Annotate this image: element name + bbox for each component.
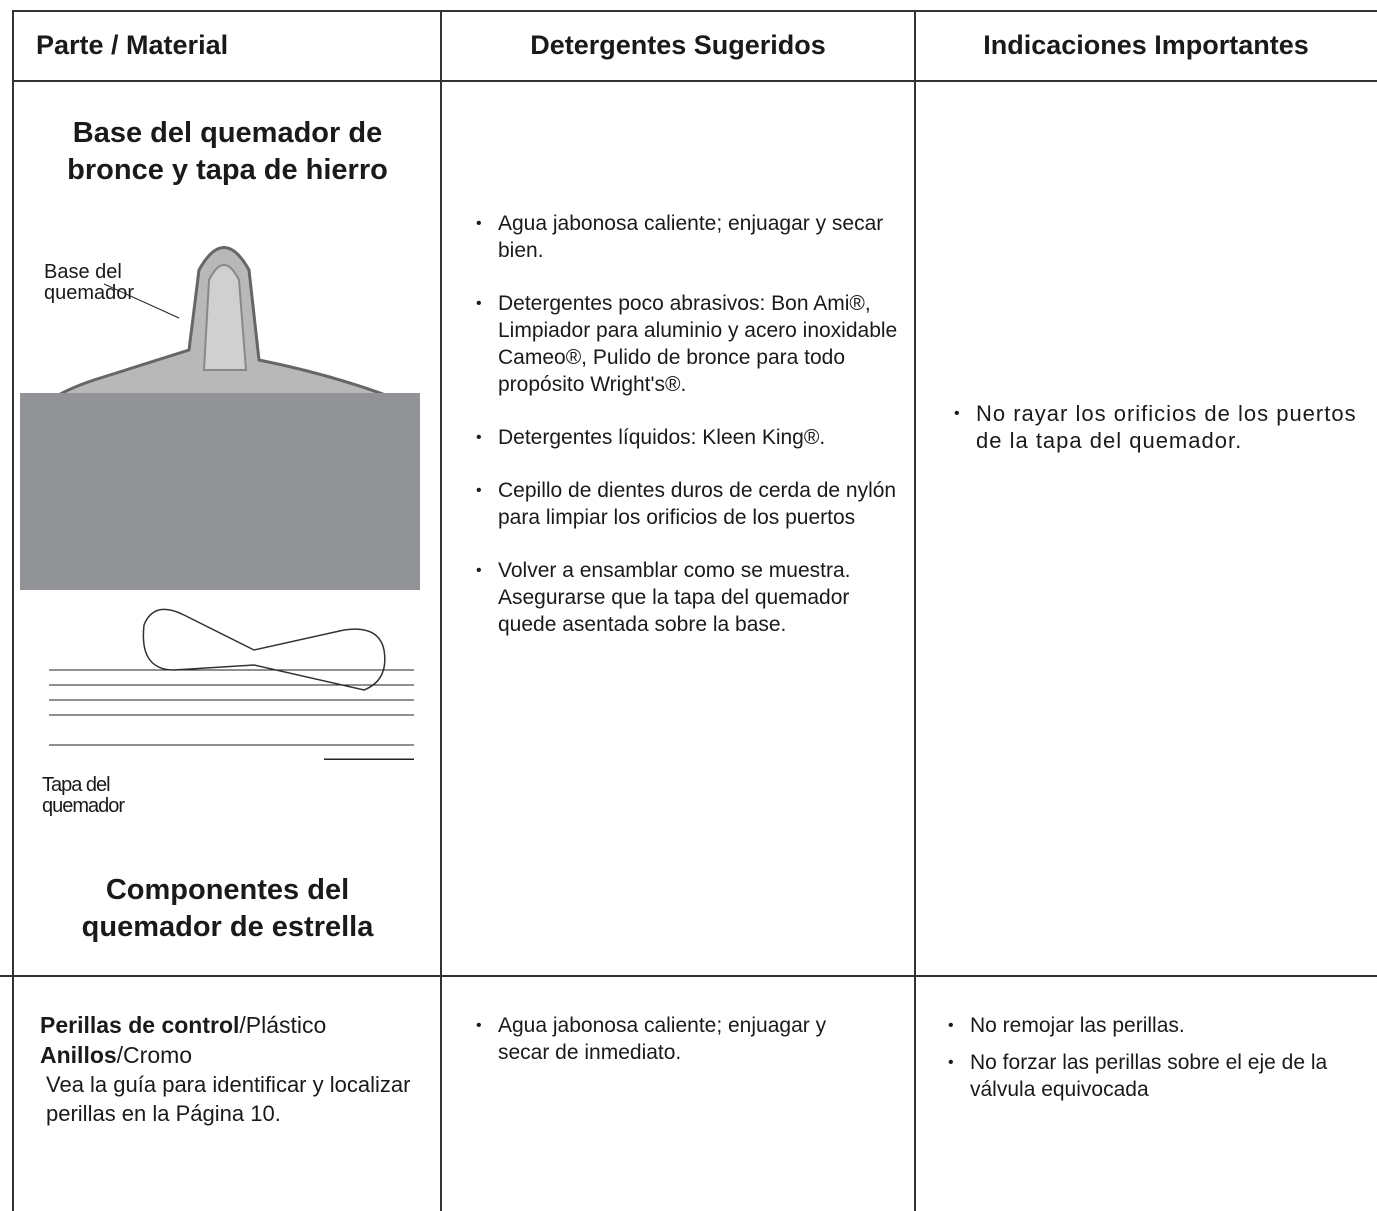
header-cell: Detergentes Sugeridos [530,29,826,60]
burner-cap [142,608,386,691]
notes-list: No rayar los orificios de los puertos de… [948,400,1373,480]
burner-illustration [20,246,420,760]
part-cell: Perillas de control/Plástico Anillos/Cro… [40,1010,435,1128]
image-label: Base del quemador [44,261,135,304]
table-border [12,10,1377,12]
list-item: Detergentes líquidos: Kleen King®. [470,424,910,451]
cap-lines [49,669,414,760]
part-line: Anillos/Cromo [40,1040,435,1070]
header-cell: Parte / Material [36,29,229,60]
table-border [0,975,1377,977]
table-border [914,10,916,1211]
leader-line [103,283,180,319]
detergent-list: Agua jabonosa caliente; enjuagar y secar… [470,210,910,664]
table-border [12,80,1377,82]
list-item: Volver a ensamblar como se muestra. Aseg… [470,557,910,638]
image-block [20,393,420,590]
list-item: Agua jabonosa caliente; enjuagar y secar… [470,1012,880,1066]
list-item: Detergentes poco abrasivos: Bon Ami®, Li… [470,290,910,398]
list-item: Cepillo de dientes duros de cerda de nyl… [470,477,910,531]
part-title: Base del quemador de bronce y tapa de hi… [67,117,388,186]
notes-list: No remojar las perillas. No forzar las p… [942,1012,1362,1129]
list-item: No forzar las perillas sobre el eje de l… [942,1049,1362,1103]
table-border [12,10,14,1211]
list-item: Agua jabonosa caliente; enjuagar y secar… [470,210,910,264]
image-label: Tapa del quemador [42,774,125,817]
part-line: Perillas de control/Plástico [40,1010,435,1040]
part-caption: Componentes del quemador de estrella [81,874,374,943]
list-item: No remojar las perillas. [942,1012,1362,1039]
part-name: Perillas de control [40,1012,240,1038]
part-note: Vea la guía para identificar y localizar… [46,1072,411,1126]
part-name: Anillos [40,1042,117,1068]
detergent-list: Agua jabonosa caliente; enjuagar y secar… [470,1012,880,1092]
list-item: No rayar los orificios de los puertos de… [948,400,1373,454]
header-cell: Indicaciones Importantes [983,29,1309,60]
part-material: /Cromo [116,1042,193,1068]
part-material: /Plástico [239,1012,327,1038]
table-border [440,10,442,1211]
burner-base-detail [202,264,248,371]
